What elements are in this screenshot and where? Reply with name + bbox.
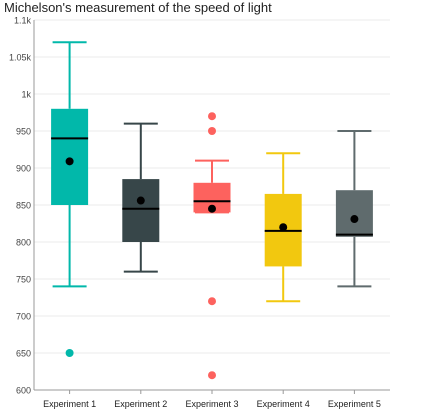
y-tick-label: 800 — [16, 238, 31, 248]
chart-title: Michelson's measurement of the speed of … — [4, 0, 272, 15]
axes — [33, 20, 390, 394]
plot-area — [51, 41, 373, 380]
x-tick-label: Experiment 5 — [328, 399, 381, 409]
x-tick-label: Experiment 2 — [114, 399, 167, 409]
x-tick-label: Experiment 3 — [185, 399, 238, 409]
outlier-point — [208, 127, 216, 135]
axis-labels: 600 650 700 750 800 850 900 950 1k 1.05k 1.1k Exper… — [9, 16, 381, 410]
mean-marker — [279, 223, 288, 232]
y-tick-label: 850 — [16, 201, 31, 211]
y-tick-label: 1.1k — [14, 16, 32, 26]
y-tick-label: 600 — [16, 386, 31, 396]
mean-marker — [208, 204, 216, 213]
y-tick-label: 700 — [16, 312, 31, 322]
x-tick-label: Experiment 4 — [257, 399, 310, 409]
x-tick-label: Experiment 1 — [43, 399, 96, 409]
iqr-box — [122, 179, 160, 242]
outlier-point — [208, 371, 216, 380]
iqr-box — [335, 190, 373, 237]
outlier-point — [208, 297, 216, 306]
mean-marker — [350, 215, 359, 224]
iqr-box — [51, 108, 89, 205]
mean-marker — [136, 196, 145, 205]
outlier-point — [208, 112, 216, 121]
y-tick-label: 950 — [16, 127, 31, 137]
y-tick-label: 900 — [16, 164, 31, 174]
mean-marker — [65, 157, 74, 166]
y-tick-label: 650 — [16, 349, 31, 359]
y-tick-label: 1.05k — [9, 53, 32, 63]
outlier-point — [65, 349, 74, 357]
y-tick-label: 1k — [21, 90, 31, 100]
y-tick-label: 750 — [16, 275, 31, 285]
